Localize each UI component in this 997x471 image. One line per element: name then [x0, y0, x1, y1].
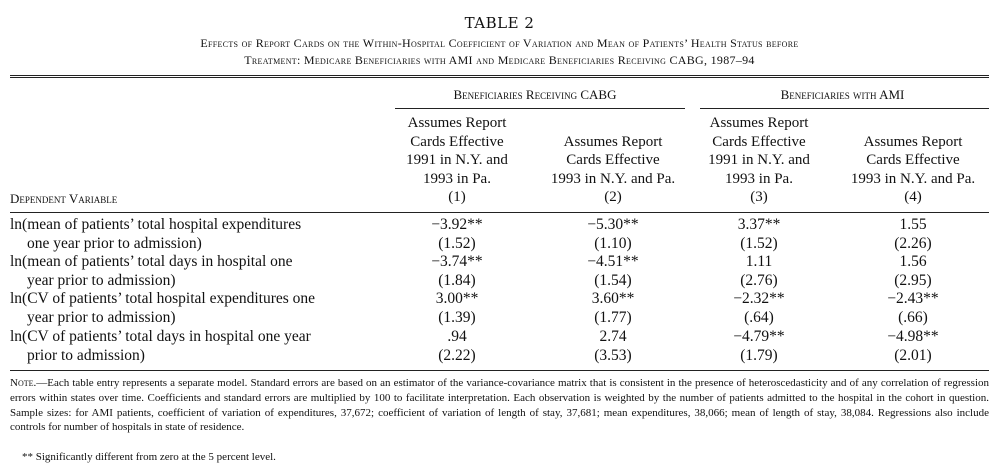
row-4-label-line-1: ln(CV of patients’ total days in hospita… [10, 328, 311, 345]
row-4-coef-4: −4.98** [887, 328, 939, 345]
row-2-se-3: (2.76) [740, 272, 778, 289]
column-3-line-2: Cards Effective [712, 133, 806, 150]
row-label-3: ln(CV of patients’ total hospital expend… [10, 290, 315, 327]
group-underline-ami [700, 108, 989, 109]
table-caption-line-2: Treatment: Medicare Beneficiaries with A… [244, 53, 755, 67]
row-4-coef-1: .94 [447, 328, 467, 345]
group-header-ami: Beneficiaries with AMI [780, 87, 905, 102]
row-1-se-3: (1.52) [740, 235, 778, 252]
significance-note: ** Significantly different from zero at … [22, 451, 276, 463]
column-header-1: Assumes Report Cards Effective 1991 in N… [392, 114, 522, 207]
row-1-coef-1: −3.92** [431, 216, 483, 233]
row-3-coef-1: 3.00** [435, 290, 479, 307]
row-2-coef-3: 1.11 [745, 253, 773, 270]
column-3-line-1: Assumes Report [709, 115, 809, 131]
bottom-rule [10, 370, 989, 371]
column-3-line-3: 1991 in N.Y. and [708, 152, 810, 169]
table-number: TABLE 2 [464, 14, 535, 32]
row-1-se-1: (1.52) [438, 235, 476, 252]
column-3-number: (3) [750, 189, 768, 206]
column-2-number: (2) [604, 189, 622, 206]
note-label: Note. [10, 377, 37, 389]
row-1-coef-3: 3.37** [737, 216, 781, 233]
column-4-line-1: Assumes Report [863, 133, 963, 150]
header-rule [10, 212, 989, 213]
column-4-number: (4) [904, 189, 922, 206]
table-note: Note.—Each table entry represents a sepa… [10, 376, 989, 435]
row-3-se-3: (.64) [744, 309, 774, 326]
row-label-4: ln(CV of patients’ total days in hospita… [10, 328, 311, 365]
row-3-se-1: (1.39) [438, 309, 476, 326]
row-4-se-2: (3.53) [594, 347, 632, 364]
row-1-se-2: (1.10) [594, 235, 632, 252]
top-rule [10, 75, 989, 78]
row-2-se-4: (2.95) [894, 272, 932, 289]
row-3-label-line-1: ln(CV of patients’ total hospital expend… [10, 290, 316, 307]
row-1-coef-2: −5.30** [587, 216, 639, 233]
row-2-coef-4: 1.56 [899, 253, 927, 270]
row-3-coef-3: −2.32** [733, 290, 785, 307]
row-2-label-line-2: year prior to admission) [27, 271, 176, 289]
row-1-label-line-2: one year prior to admission) [27, 234, 202, 252]
table-caption-line-1: Effects of Report Cards on the Within-Ho… [200, 36, 799, 50]
row-4-se-4: (2.01) [894, 347, 932, 364]
column-header-4: Assumes Report Cards Effective 1993 in N… [832, 133, 994, 207]
group-underline-cabg [395, 108, 685, 109]
row-2-coef-2: −4.51** [587, 253, 639, 270]
group-header-cabg: Beneficiaries Receiving CABG [453, 87, 617, 102]
row-2-label-line-1: ln(mean of patients’ total days in hospi… [10, 253, 293, 270]
row-2-se-1: (1.84) [438, 272, 476, 289]
column-2-line-1: Assumes Report [563, 133, 663, 150]
row-label-2: ln(mean of patients’ total days in hospi… [10, 253, 293, 290]
row-1-coef-4: 1.55 [899, 216, 927, 233]
column-2-line-2: Cards Effective [566, 152, 660, 169]
row-4-coef-3: −4.79** [733, 328, 785, 345]
row-label-1: ln(mean of patients’ total hospital expe… [10, 216, 301, 253]
row-4-se-3: (1.79) [740, 347, 778, 364]
row-3-coef-4: −2.43** [887, 290, 939, 307]
column-1-line-4: 1993 in Pa. [423, 170, 491, 187]
row-3-se-2: (1.77) [594, 309, 632, 326]
column-2-line-3: 1993 in N.Y. and Pa. [550, 170, 676, 187]
column-4-line-2: Cards Effective [866, 152, 960, 169]
column-4-line-3: 1993 in N.Y. and Pa. [850, 170, 976, 187]
column-1-line-1: Assumes Report [407, 115, 507, 131]
row-4-label-line-2: prior to admission) [27, 346, 145, 364]
column-header-2: Assumes Report Cards Effective 1993 in N… [532, 133, 694, 207]
row-1-se-4: (2.26) [894, 235, 932, 252]
column-1-line-2: Cards Effective [410, 133, 504, 150]
row-2-se-2: (1.54) [594, 272, 632, 289]
row-3-se-4: (.66) [898, 309, 928, 326]
row-3-label-line-2: year prior to admission) [27, 308, 176, 326]
row-1-label-line-1: ln(mean of patients’ total hospital expe… [10, 216, 302, 233]
column-1-number: (1) [448, 189, 466, 206]
row-4-se-1: (2.22) [438, 347, 476, 364]
row-3-coef-2: 3.60** [591, 290, 635, 307]
column-header-3: Assumes Report Cards Effective 1991 in N… [694, 114, 824, 207]
column-3-line-4: 1993 in Pa. [725, 170, 793, 187]
dependent-variable-header: Dependent Variable [10, 191, 118, 206]
column-1-line-3: 1991 in N.Y. and [406, 152, 508, 169]
note-text: —Each table entry represents a separate … [10, 377, 989, 434]
row-2-coef-1: −3.74** [431, 253, 483, 270]
row-4-coef-2: 2.74 [599, 328, 627, 345]
